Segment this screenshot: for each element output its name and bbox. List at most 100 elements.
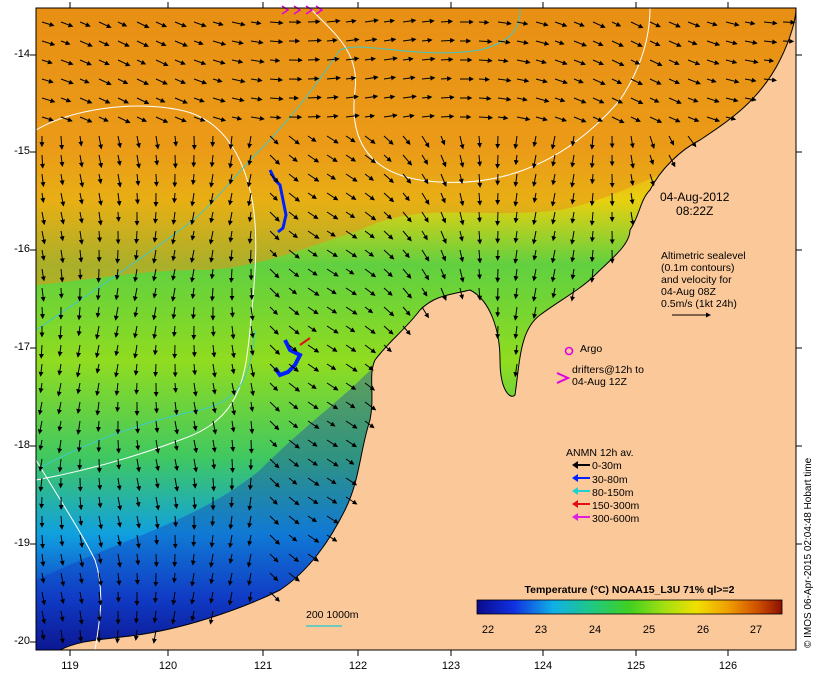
- velocity-arrow: [532, 192, 538, 203]
- velocity-arrow: [40, 249, 46, 261]
- argo-label: Argo: [580, 343, 603, 355]
- velocity-arrow: [228, 515, 234, 530]
- velocity-arrow: [402, 135, 411, 145]
- velocity-arrow: [230, 325, 236, 340]
- velocity-arrow: [170, 610, 176, 625]
- velocity-arrow: [513, 325, 519, 340]
- velocity-arrow: [383, 211, 393, 220]
- velocity-arrow: [421, 56, 436, 62]
- velocity-arrow: [96, 610, 102, 622]
- velocity-arrow: [421, 230, 428, 241]
- velocity-arrow: [440, 230, 447, 244]
- velocity-arrow: [60, 572, 66, 587]
- velocity-arrow: [326, 249, 338, 258]
- velocity-arrow: [153, 591, 159, 604]
- velocity-arrow: [116, 477, 122, 491]
- velocity-arrow: [589, 249, 595, 263]
- velocity-arrow: [97, 211, 103, 226]
- velocity-arrow: [611, 97, 624, 104]
- velocity-arrow: [190, 572, 196, 587]
- legend-arrowheads: [572, 461, 578, 521]
- velocity-arrow: [364, 325, 376, 334]
- lon-tick: 123: [441, 660, 461, 672]
- velocity-arrow: [630, 21, 644, 29]
- velocity-arrow: [79, 97, 93, 104]
- velocity-arrow: [135, 553, 141, 566]
- velocity-arrow: [440, 268, 446, 280]
- velocity-arrow: [97, 230, 103, 243]
- velocity-arrow: [247, 496, 253, 511]
- velocity-arrow: [649, 154, 655, 166]
- velocity-arrow: [211, 363, 217, 378]
- velocity-arrow: [250, 96, 263, 102]
- velocity-arrow: [172, 192, 178, 204]
- velocity-arrow: [228, 173, 234, 185]
- velocity-arrow: [326, 382, 339, 391]
- velocity-arrow: [135, 439, 141, 451]
- drifter-legend-icon: [556, 372, 571, 384]
- lat-tick: -20: [14, 635, 30, 647]
- velocity-arrow: [136, 97, 150, 105]
- velocity-arrow: [269, 458, 280, 469]
- velocity-arrow: [687, 59, 701, 66]
- velocity-arrow: [326, 37, 338, 43]
- velocity-arrow: [58, 287, 64, 299]
- velocity-arrow: [402, 306, 411, 316]
- velocity-arrow: [288, 135, 300, 145]
- velocity-arrow: [307, 420, 320, 429]
- velocity-arrow: [190, 591, 195, 605]
- velocity-arrow: [154, 515, 160, 530]
- lat-tick: -14: [14, 48, 30, 60]
- velocity-arrow: [250, 39, 264, 45]
- velocity-arrow: [269, 420, 280, 431]
- velocity-arrow: [478, 39, 493, 45]
- velocity-arrow: [402, 211, 412, 223]
- velocity-arrow: [229, 458, 235, 473]
- velocity-arrow: [38, 477, 44, 492]
- velocity-arrow: [570, 287, 576, 302]
- velocity-arrow: [495, 268, 501, 283]
- velocity-arrow: [592, 59, 605, 66]
- velocity-arrow: [154, 154, 160, 166]
- velocity-arrow: [531, 287, 537, 302]
- velocity-arrow: [345, 113, 360, 119]
- velocity-arrow: [592, 116, 604, 122]
- velocity-arrow: [516, 20, 529, 26]
- velocity-arrow: [649, 40, 661, 47]
- velocity-arrow: [513, 173, 519, 187]
- altimetry-line: 0.5m/s (1kt 24h): [661, 298, 737, 310]
- legend-item-label: 80-150m: [592, 486, 634, 499]
- velocity-arrow: [307, 135, 317, 142]
- velocity-arrow: [589, 192, 595, 207]
- velocity-arrow: [513, 306, 519, 321]
- velocity-arrow: [345, 192, 357, 200]
- velocity-arrow: [649, 135, 656, 149]
- velocity-arrow: [60, 211, 66, 225]
- velocity-arrow: [79, 116, 93, 123]
- velocity-arrow: [249, 306, 255, 321]
- velocity-arrow: [725, 97, 739, 103]
- velocity-arrow: [209, 591, 215, 604]
- velocity-arrow: [40, 629, 46, 641]
- velocity-arrow: [551, 211, 556, 225]
- velocity-arrow: [41, 610, 47, 625]
- velocity-arrow: [193, 97, 205, 103]
- velocity-arrow: [421, 249, 430, 262]
- velocity-arrow: [135, 534, 141, 549]
- velocity-arrow: [668, 40, 682, 47]
- velocity-arrow: [60, 78, 74, 85]
- altimetry-line: 04-Aug 08Z: [661, 286, 716, 298]
- velocity-arrow: [345, 401, 356, 409]
- velocity-arrow: [246, 173, 252, 188]
- lat-tick: -16: [14, 243, 30, 255]
- velocity-arrow: [532, 268, 538, 282]
- legend-title: ANMN 12h av.: [566, 447, 634, 459]
- velocity-arrow: [171, 306, 177, 320]
- velocity-arrow: [230, 420, 236, 433]
- velocity-arrow: [153, 363, 159, 377]
- velocity-arrow: [478, 19, 490, 25]
- colorbar-tick: 27: [749, 624, 763, 636]
- velocity-arrow: [535, 40, 550, 46]
- velocity-arrow: [345, 306, 358, 315]
- velocity-arrow: [38, 382, 44, 394]
